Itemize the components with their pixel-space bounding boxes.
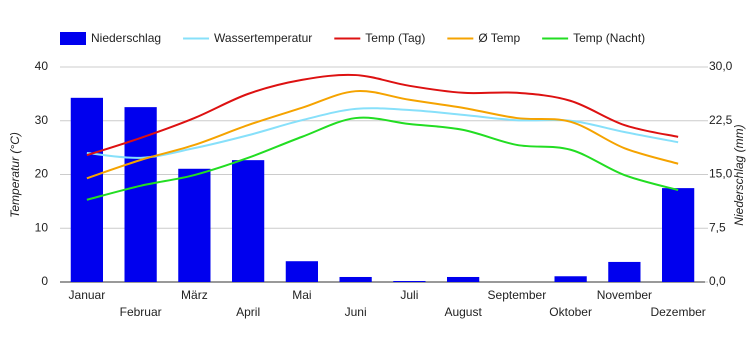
x-tick-label: Juli bbox=[400, 288, 418, 302]
legend-label: Ø Temp bbox=[478, 31, 520, 45]
y-tick-label: 40 bbox=[35, 59, 49, 73]
bar bbox=[608, 261, 641, 282]
bar bbox=[393, 280, 426, 282]
y2-tick-label: 22,5 bbox=[709, 113, 733, 127]
line bbox=[86, 73, 679, 157]
line bbox=[86, 90, 679, 180]
legend-label: Temp (Tag) bbox=[365, 31, 425, 45]
y2-tick-label: 15,0 bbox=[709, 167, 733, 181]
x-tick-label: Oktober bbox=[549, 305, 592, 319]
x-tick-label: Januar bbox=[69, 288, 106, 302]
x-tick-label: November bbox=[597, 288, 652, 302]
y-tick-label: 0 bbox=[41, 274, 48, 288]
bar bbox=[70, 97, 103, 282]
x-tick-label: April bbox=[236, 305, 260, 319]
bar bbox=[554, 276, 587, 282]
y-tick-label: 20 bbox=[35, 167, 49, 181]
bar bbox=[124, 107, 157, 282]
legend-label: Niederschlag bbox=[91, 31, 161, 45]
bar bbox=[447, 276, 480, 282]
x-tick-label: Dezember bbox=[650, 305, 705, 319]
x-tick-label: August bbox=[444, 305, 482, 319]
bar bbox=[662, 188, 695, 282]
y-tick-label: 30 bbox=[35, 113, 49, 127]
y2-tick-label: 30,0 bbox=[709, 59, 733, 73]
line bbox=[86, 116, 679, 201]
y2-axis-title: Niederschlag (mm) bbox=[732, 124, 746, 225]
y-axis-title: Temperatur (°C) bbox=[8, 132, 22, 218]
y2-tick-label: 0,0 bbox=[709, 274, 726, 288]
x-tick-label: Februar bbox=[120, 305, 162, 319]
bar bbox=[339, 276, 372, 282]
legend-label: Temp (Nacht) bbox=[573, 31, 645, 45]
line bbox=[86, 107, 679, 159]
x-tick-label: Mai bbox=[292, 288, 311, 302]
y2-tick-label: 7,5 bbox=[709, 220, 726, 234]
legend-label: Wassertemperatur bbox=[214, 31, 312, 45]
y-tick-label: 10 bbox=[35, 220, 49, 234]
x-tick-label: September bbox=[488, 288, 547, 302]
x-tick-label: Juni bbox=[345, 305, 367, 319]
legend-swatch bbox=[60, 32, 86, 45]
x-tick-label: März bbox=[181, 288, 208, 302]
bar bbox=[178, 168, 211, 282]
bar bbox=[232, 160, 265, 282]
bar bbox=[285, 261, 318, 282]
